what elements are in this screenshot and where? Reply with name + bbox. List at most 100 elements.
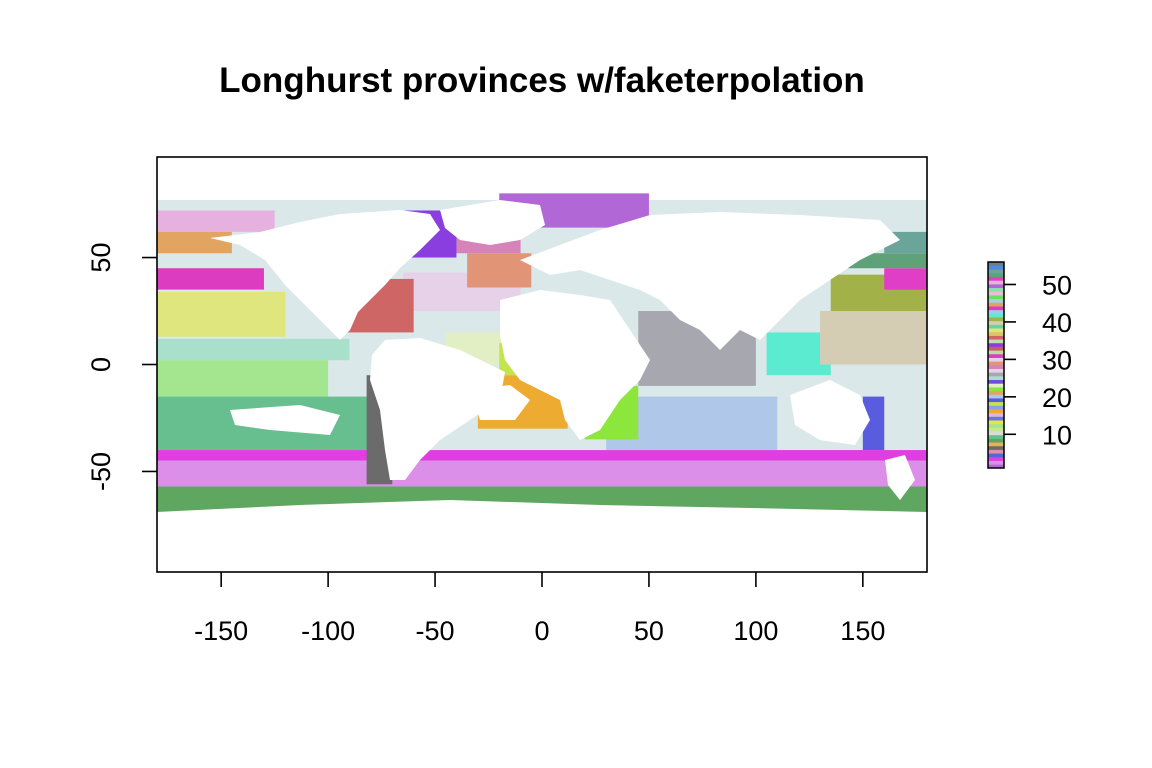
- x-axis: -150 -100 -50 0 50 100 150: [194, 572, 885, 646]
- colorbar-swatch: [988, 434, 1004, 439]
- colorbar-swatch: [988, 460, 1004, 465]
- province-2: [157, 460, 927, 487]
- colorbar-swatch: [988, 445, 1004, 450]
- province-40: [820, 311, 927, 365]
- province-45: [157, 231, 232, 254]
- x-tick-label: 0: [534, 616, 549, 646]
- province-38: [157, 291, 286, 337]
- colorbar-swatch: [988, 320, 1004, 325]
- colorbar-swatch: [988, 302, 1004, 307]
- colorbar-swatch: [988, 269, 1004, 274]
- colorbar-swatch: [988, 405, 1004, 410]
- colorbar-swatch: [988, 317, 1004, 322]
- australia-landmass: [790, 380, 870, 445]
- greenland-landmass: [440, 200, 545, 245]
- y-tick-label: 0: [86, 357, 116, 372]
- colorbar-swatch: [988, 350, 1004, 355]
- colorbar-swatch: [988, 376, 1004, 381]
- province-raster: [157, 193, 927, 572]
- colorbar-swatch: [988, 342, 1004, 347]
- colorbar-swatch: [988, 280, 1004, 285]
- colorbar: 10 20 30 40 50: [987, 261, 1072, 469]
- colorbar-swatch: [988, 453, 1004, 458]
- x-tick-label: 150: [840, 616, 885, 646]
- colorbar-swatch: [988, 383, 1004, 388]
- colorbar-swatch: [988, 372, 1004, 377]
- south-atlantic-patch: [470, 385, 530, 420]
- colorbar-swatch: [988, 416, 1004, 421]
- colorbar-swatch: [988, 427, 1004, 432]
- colorbar-swatch: [988, 423, 1004, 428]
- colorbar-tick-label: 40: [1042, 308, 1072, 338]
- province-44: [157, 268, 264, 290]
- colorbar-tick-label: 30: [1042, 345, 1072, 375]
- colorbar-swatch: [988, 394, 1004, 399]
- colorbar-swatch: [988, 309, 1004, 314]
- colorbar-tick-label: 50: [1042, 270, 1072, 300]
- colorbar-swatch: [988, 387, 1004, 392]
- colorbar-frame: [987, 261, 1005, 469]
- africa-landmass: [500, 290, 650, 440]
- colorbar-swatch: [988, 357, 1004, 362]
- province-3: [157, 450, 927, 461]
- x-tick-label: 100: [733, 616, 778, 646]
- colorbar-swatch: [988, 412, 1004, 417]
- province-52: [884, 268, 927, 290]
- colorbar-swatch: [988, 464, 1004, 469]
- colorbar-swatch: [988, 262, 1004, 266]
- south-america-landmass: [370, 338, 505, 480]
- colorbar-swatch: [988, 379, 1004, 384]
- colorbar-swatch: [988, 438, 1004, 443]
- colorbar-swatch: [988, 335, 1004, 340]
- colorbar-swatch: [988, 331, 1004, 336]
- map-title: Longhurst provinces w/faketerpolation: [219, 61, 865, 100]
- province-25: [157, 338, 350, 361]
- colorbar-swatch: [988, 431, 1004, 436]
- colorbar-swatch: [988, 324, 1004, 329]
- colorbar-swatch: [988, 346, 1004, 351]
- colorbar-tick-label: 10: [1042, 420, 1072, 450]
- colorbar-swatch: [988, 313, 1004, 318]
- colorbar-swatch: [988, 287, 1004, 292]
- colorbar-swatch: [988, 390, 1004, 395]
- colorbar-swatch: [988, 328, 1004, 333]
- x-tick-label: -50: [416, 616, 455, 646]
- colorbar-swatch: [988, 298, 1004, 303]
- colorbar-swatch: [988, 409, 1004, 414]
- y-tick-label: 50: [86, 243, 116, 273]
- colorbar-swatch: [988, 456, 1004, 461]
- province-56: [157, 210, 275, 232]
- y-tick-label: -50: [86, 452, 116, 491]
- province-19: [862, 396, 885, 451]
- x-tick-label: 50: [634, 616, 664, 646]
- north-america-landmass: [210, 210, 440, 340]
- land-mask: [157, 200, 927, 572]
- colorbar-swatch: [988, 365, 1004, 369]
- colorbar-swatch: [988, 368, 1004, 373]
- province-12: [157, 360, 329, 397]
- colorbar-swatch: [988, 420, 1004, 425]
- colorbar-swatch: [988, 449, 1004, 454]
- colorbar-swatch: [988, 273, 1004, 278]
- pacific-patch: [230, 405, 340, 435]
- x-tick-label: -150: [194, 616, 248, 646]
- colorbar-tick-label: 20: [1042, 383, 1072, 413]
- x-tick-label: -100: [301, 616, 355, 646]
- colorbar-swatch: [988, 276, 1004, 281]
- colorbar-swatch: [988, 339, 1004, 344]
- colorbar-swatch: [988, 306, 1004, 311]
- colorbar-swatch: [988, 265, 1004, 270]
- antarctica-landmass: [157, 500, 927, 572]
- y-axis: -50 0 50: [86, 243, 157, 491]
- colorbar-swatch: [988, 442, 1004, 447]
- nz-landmass: [885, 455, 915, 500]
- colorbar-swatch: [988, 398, 1004, 403]
- eurasia-landmass: [520, 212, 900, 350]
- province-29: [467, 253, 532, 288]
- colorbar-swatch: [988, 361, 1004, 366]
- colorbar-swatch: [988, 295, 1004, 300]
- colorbar-swatch: [988, 291, 1004, 296]
- colorbar-swatch: [988, 353, 1004, 358]
- colorbar-swatch: [988, 401, 1004, 406]
